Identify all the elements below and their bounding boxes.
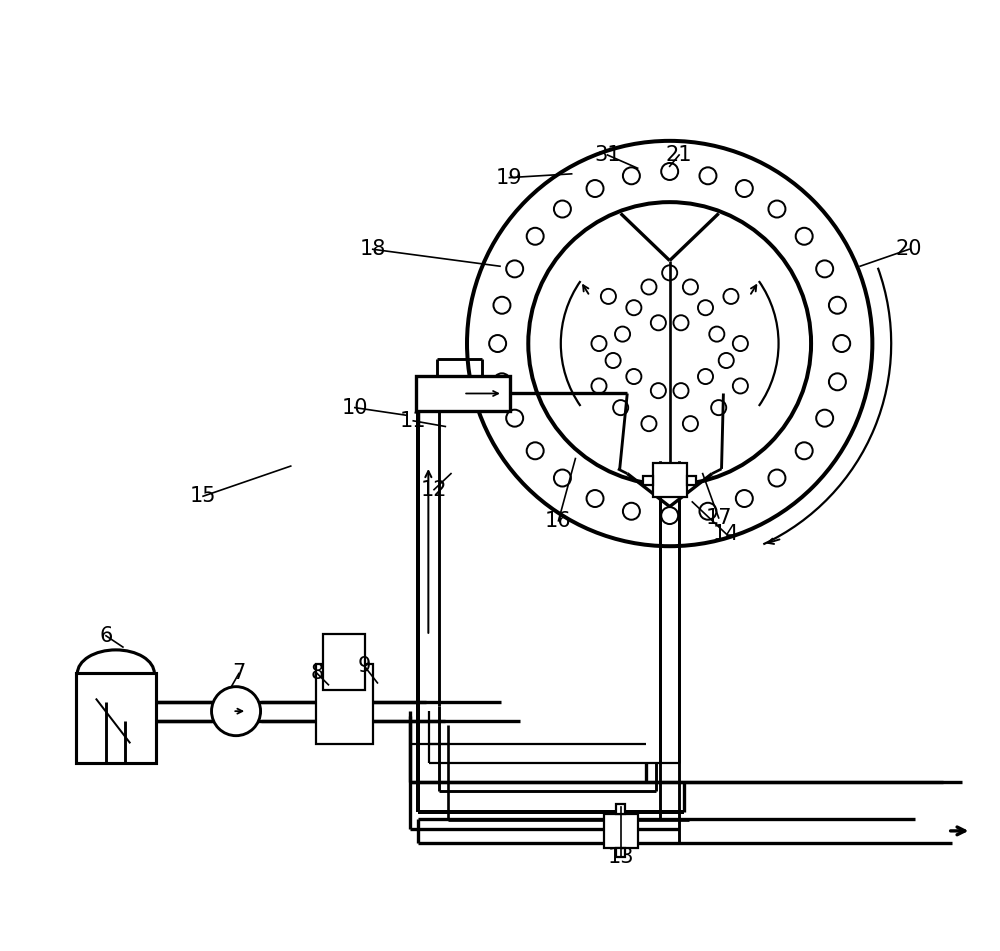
Text: 19: 19 <box>496 167 523 187</box>
Text: 9: 9 <box>358 656 371 676</box>
Text: 18: 18 <box>360 240 386 260</box>
Text: 31: 31 <box>594 145 621 165</box>
Bar <box>687 476 696 485</box>
Text: 8: 8 <box>311 664 324 684</box>
Bar <box>416 376 510 412</box>
Text: 17: 17 <box>705 508 732 528</box>
Text: 6: 6 <box>99 626 113 646</box>
Text: 15: 15 <box>190 486 216 506</box>
Bar <box>616 848 625 857</box>
Bar <box>653 463 687 497</box>
Text: 20: 20 <box>896 240 922 260</box>
Text: 7: 7 <box>232 664 246 684</box>
Bar <box>616 805 625 814</box>
Text: 10: 10 <box>342 398 368 417</box>
Text: 21: 21 <box>666 145 692 165</box>
Text: 13: 13 <box>607 847 634 867</box>
Text: 11: 11 <box>400 411 427 431</box>
Bar <box>316 664 373 745</box>
Circle shape <box>462 136 877 551</box>
Text: 14: 14 <box>713 524 739 544</box>
Text: 16: 16 <box>545 511 572 531</box>
Text: 12: 12 <box>421 479 447 499</box>
Circle shape <box>212 687 261 736</box>
Bar <box>76 673 156 763</box>
Bar <box>604 814 638 848</box>
Bar <box>643 476 653 485</box>
Bar <box>323 634 365 690</box>
